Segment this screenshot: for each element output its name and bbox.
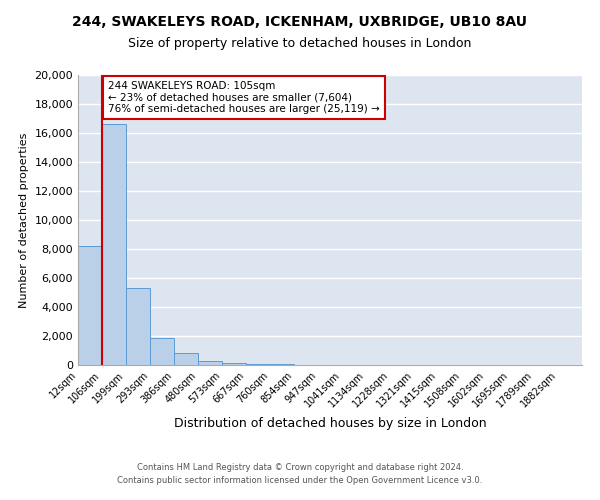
Bar xyxy=(126,288,150,365)
Y-axis label: Number of detached properties: Number of detached properties xyxy=(19,132,29,308)
Bar xyxy=(222,362,246,365)
Bar xyxy=(102,124,126,365)
Text: 244, SWAKELEYS ROAD, ICKENHAM, UXBRIDGE, UB10 8AU: 244, SWAKELEYS ROAD, ICKENHAM, UXBRIDGE,… xyxy=(73,15,527,29)
Bar xyxy=(198,361,222,365)
Bar xyxy=(246,364,270,365)
Text: Size of property relative to detached houses in London: Size of property relative to detached ho… xyxy=(128,38,472,51)
Bar xyxy=(270,364,294,365)
Bar xyxy=(150,338,174,365)
Text: Contains HM Land Registry data © Crown copyright and database right 2024.: Contains HM Land Registry data © Crown c… xyxy=(137,464,463,472)
Text: 244 SWAKELEYS ROAD: 105sqm
← 23% of detached houses are smaller (7,604)
76% of s: 244 SWAKELEYS ROAD: 105sqm ← 23% of deta… xyxy=(108,81,380,114)
Bar xyxy=(78,246,102,365)
Text: Contains public sector information licensed under the Open Government Licence v3: Contains public sector information licen… xyxy=(118,476,482,485)
Bar xyxy=(174,354,198,365)
X-axis label: Distribution of detached houses by size in London: Distribution of detached houses by size … xyxy=(173,418,487,430)
